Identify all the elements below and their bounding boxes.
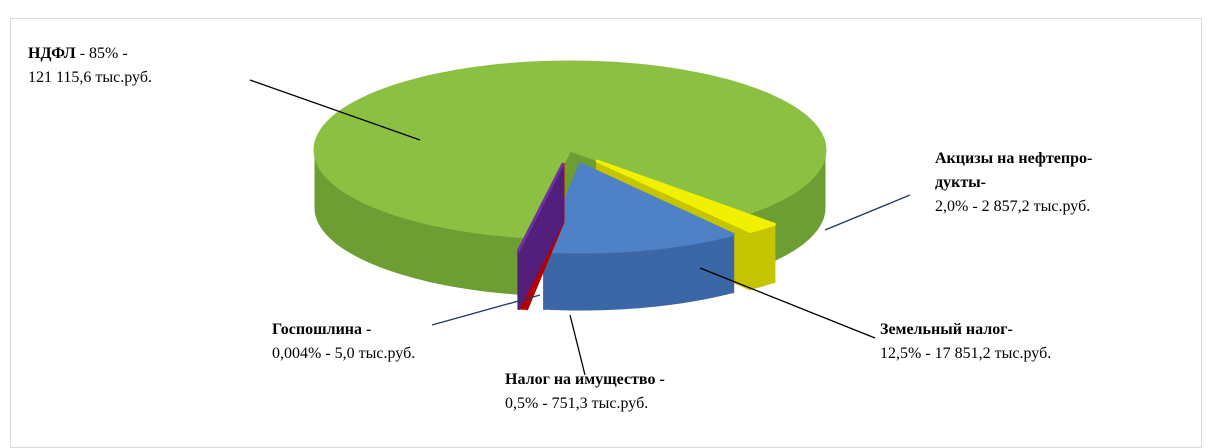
label-separator: - bbox=[321, 345, 334, 362]
label-name: Акцизы на нефтепро­дукты- bbox=[935, 147, 1115, 195]
label-percent: 12,5% bbox=[880, 345, 921, 362]
label-separator: - bbox=[968, 198, 981, 215]
label-amount: 2 857,2 тыс.руб. bbox=[982, 198, 1091, 215]
data-label: Акцизы на нефтепро­дукты- 2,0% - 2 857,2 … bbox=[935, 147, 1115, 219]
label-amount: 5,0 тыс.руб. bbox=[335, 345, 416, 362]
label-separator: - bbox=[118, 45, 127, 62]
label-percent: 0,5% bbox=[505, 395, 538, 412]
label-amount: 751,3 тыс.руб. bbox=[552, 395, 649, 412]
data-label: Земельный налог- 12,5% - 17 851,2 тыс.руб… bbox=[880, 318, 1051, 366]
chart: НДФЛ - 85% - 121 115,6 тыс.руб. Акцизы на… bbox=[0, 0, 1209, 439]
data-label: Налог на имущество - 0,5% - 751,3 тыс.руб… bbox=[505, 368, 665, 416]
slice-side-wall bbox=[750, 224, 774, 289]
leader-line bbox=[700, 268, 875, 338]
label-percent: 2,0% bbox=[935, 198, 968, 215]
label-percent: 85% bbox=[89, 45, 118, 62]
leader-line bbox=[825, 195, 910, 230]
label-separator: - bbox=[76, 45, 89, 62]
label-percent: 0,004% bbox=[272, 345, 321, 362]
leader-line bbox=[432, 295, 540, 325]
label-separator: - bbox=[538, 395, 551, 412]
label-name: Налог на имущество - bbox=[505, 371, 665, 388]
leader-line bbox=[570, 315, 585, 375]
data-label: НДФЛ - 85% - 121 115,6 тыс.руб. bbox=[28, 42, 152, 90]
data-label: Госпошлина - 0,004% - 5,0 тыс.руб. bbox=[272, 318, 415, 366]
label-name: Земельный налог- bbox=[880, 321, 1013, 338]
label-separator: - bbox=[921, 345, 934, 362]
label-amount: 17 851,2 тыс.руб. bbox=[935, 345, 1052, 362]
label-amount: 121 115,6 тыс.руб. bbox=[28, 69, 152, 86]
label-name: НДФЛ bbox=[28, 45, 76, 62]
label-name: Госпошлина - bbox=[272, 321, 371, 338]
